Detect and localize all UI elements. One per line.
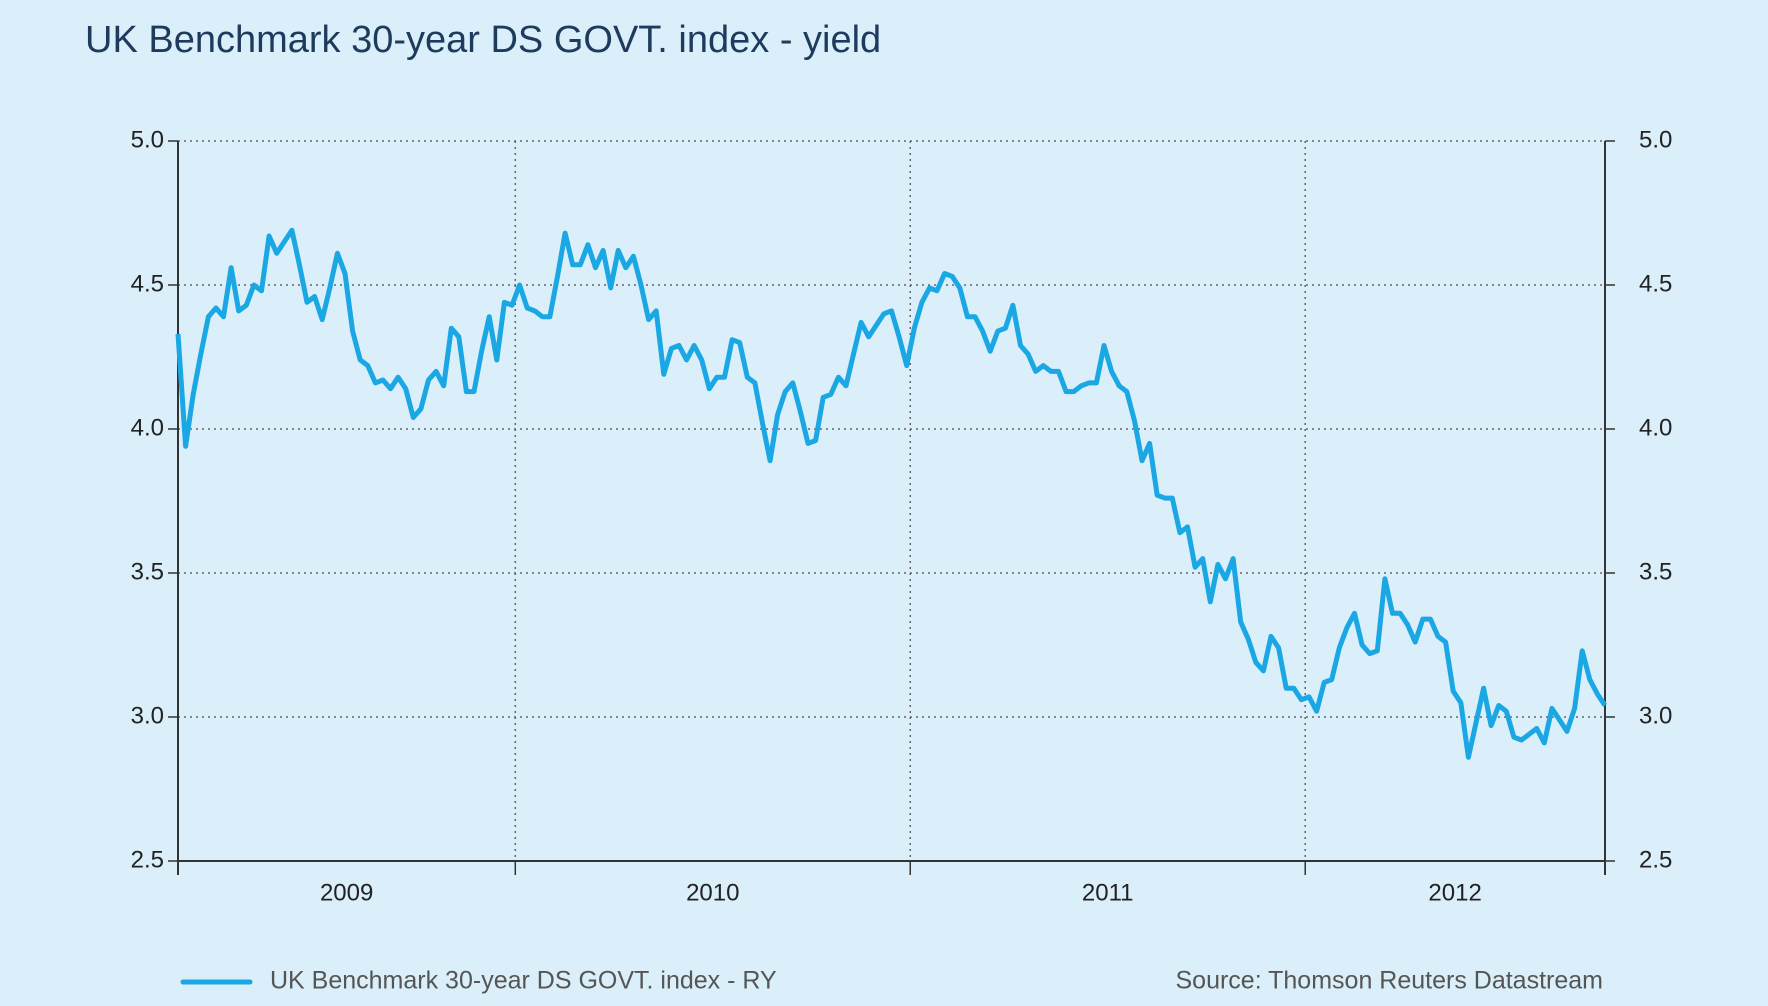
y2-tick-label: 5.0 [1639, 126, 1672, 153]
y-tick-label: 2.5 [131, 846, 164, 873]
y2-tick-label: 4.5 [1639, 270, 1672, 297]
y2-tick-label: 3.5 [1639, 558, 1672, 585]
y2-tick-label: 4.0 [1639, 414, 1672, 441]
source: Source: Thomson Reuters Datastream [1175, 967, 1603, 995]
x-tick-label: 2010 [686, 879, 739, 906]
y-tick-label: 4.5 [131, 270, 164, 297]
y2-tick-label: 3.0 [1639, 702, 1672, 729]
legend-label: UK Benchmark 30-year DS GOVT. index - RY [270, 967, 777, 995]
y-tick-label: 5.0 [131, 126, 164, 153]
y-tick-label: 4.0 [131, 414, 164, 441]
chart-title: UK Benchmark 30-year DS GOVT. index - yi… [85, 19, 881, 61]
y-tick-label: 3.5 [131, 558, 164, 585]
x-tick-label: 2011 [1082, 879, 1134, 906]
x-tick-label: 2012 [1428, 879, 1481, 906]
y-tick-label: 3.0 [131, 702, 164, 729]
line-series [175, 227, 1608, 760]
x-tick-label: 2009 [320, 879, 373, 906]
y2-tick-label: 2.5 [1639, 846, 1672, 873]
